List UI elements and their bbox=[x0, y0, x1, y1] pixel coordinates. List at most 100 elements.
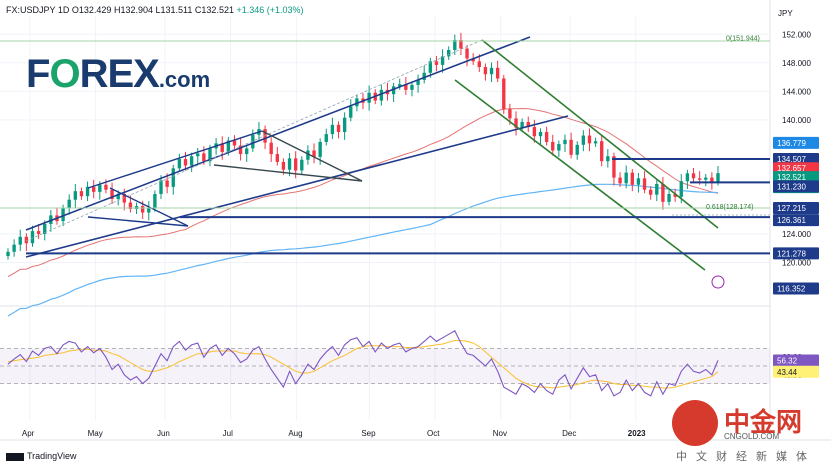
candle-body-49 bbox=[306, 150, 310, 160]
tradingview-logo-icon bbox=[6, 452, 24, 461]
candle-body-81 bbox=[502, 78, 506, 110]
downtrend-channel-upper bbox=[481, 39, 719, 229]
candle-body-108 bbox=[667, 194, 671, 202]
candle-body-25 bbox=[159, 180, 163, 195]
symbol-header: FX:USDJPY 1D O132.429 H132.904 L131.511 … bbox=[6, 5, 304, 15]
candle-body-70 bbox=[434, 61, 439, 65]
candle-body-107 bbox=[661, 184, 665, 202]
downtrend-channel-lower bbox=[454, 79, 706, 271]
candle-body-6 bbox=[43, 223, 47, 234]
candle-body-78 bbox=[483, 67, 488, 75]
price-label-box-8 bbox=[773, 282, 819, 295]
candle-body-47 bbox=[293, 158, 298, 171]
price-label-3: 132.521 bbox=[777, 173, 806, 182]
moving-averages bbox=[7, 107, 719, 317]
candle-body-113 bbox=[697, 178, 702, 180]
candle-body-23 bbox=[147, 208, 151, 213]
candle-body-90 bbox=[557, 144, 561, 151]
candle-body-24 bbox=[153, 194, 157, 209]
candle-body-84 bbox=[520, 121, 524, 128]
interval[interactable]: 1D bbox=[57, 5, 70, 15]
price-axis-unit: JPY bbox=[778, 9, 793, 18]
price-tick-3: 140.000 bbox=[782, 116, 811, 125]
candle-body-17 bbox=[110, 189, 114, 200]
candle-body-96 bbox=[593, 141, 598, 144]
candle-body-109 bbox=[673, 194, 677, 197]
time-tick-sep: Sep bbox=[361, 429, 376, 438]
time-tick-jul: Jul bbox=[223, 429, 233, 438]
triangle-bottom bbox=[213, 164, 363, 182]
candle-body-55 bbox=[342, 117, 347, 132]
candle-body-73 bbox=[453, 39, 457, 50]
candle-body-76 bbox=[471, 58, 475, 62]
ma-blue-line bbox=[7, 183, 719, 317]
price-tick-4: 124.000 bbox=[782, 230, 811, 239]
open-value: O132.429 bbox=[71, 5, 112, 15]
candle-body-68 bbox=[422, 72, 426, 80]
candle-body-102 bbox=[630, 172, 634, 185]
candle-body-26 bbox=[165, 180, 169, 187]
cngold-brand: 中金网 bbox=[724, 408, 803, 438]
candle-body-30 bbox=[189, 156, 194, 166]
candle-body-97 bbox=[600, 141, 604, 162]
rsi-panel[interactable] bbox=[0, 330, 770, 397]
trendline-drawings[interactable] bbox=[0, 36, 770, 289]
tradingview-branding[interactable]: TradingView bbox=[6, 451, 77, 461]
candle-body-61 bbox=[379, 89, 384, 101]
price-label-box-5 bbox=[773, 202, 819, 215]
candle-body-37 bbox=[232, 140, 237, 146]
candle-body-110 bbox=[679, 181, 683, 197]
candle-body-79 bbox=[489, 67, 494, 75]
flag-top-2 bbox=[109, 187, 189, 227]
candle-body-16 bbox=[104, 184, 108, 190]
candle-body-45 bbox=[281, 161, 286, 170]
candle-body-74 bbox=[459, 39, 463, 49]
candle-body-53 bbox=[330, 124, 335, 135]
candle-body-65 bbox=[404, 84, 408, 90]
candle-body-111 bbox=[685, 173, 690, 182]
candle-body-31 bbox=[196, 153, 200, 157]
price-tick-1: 148.000 bbox=[782, 59, 811, 68]
candle-body-18 bbox=[116, 194, 120, 200]
candle-body-115 bbox=[710, 177, 714, 182]
price-tick-2: 144.000 bbox=[782, 87, 811, 96]
forex-logo: FOREX.com bbox=[26, 52, 211, 96]
candle-body-51 bbox=[318, 141, 322, 157]
time-tick-aug: Aug bbox=[288, 429, 302, 438]
price-label-7: 121.278 bbox=[777, 249, 806, 258]
candle-body-59 bbox=[367, 92, 371, 103]
candle-body-104 bbox=[642, 178, 647, 190]
price-label-2: 132.657 bbox=[777, 164, 806, 173]
candle-body-12 bbox=[79, 191, 84, 197]
candle-body-88 bbox=[544, 131, 549, 142]
candle-body-40 bbox=[251, 134, 255, 149]
candle-body-57 bbox=[355, 98, 359, 107]
candle-body-2 bbox=[18, 236, 22, 245]
price-label-box-0 bbox=[773, 136, 819, 149]
price-axis[interactable]: JPY 152.000 148.000 144.000 140.000 124.000 12… bbox=[778, 9, 811, 380]
candle-body-32 bbox=[202, 153, 206, 162]
candle-body-44 bbox=[275, 154, 279, 162]
uptrend-channel-top bbox=[25, 36, 531, 231]
candle-body-89 bbox=[551, 141, 555, 151]
symbol-name[interactable]: FX:USDJPY bbox=[6, 5, 56, 15]
ma-red-line bbox=[7, 107, 719, 278]
price-label-8: 116.352 bbox=[777, 284, 806, 293]
horizontal-levels[interactable] bbox=[26, 158, 770, 255]
price-axis-labels: 136.779134.507132.657132.52101:52:07131.… bbox=[773, 136, 819, 378]
high-value: H132.904 bbox=[113, 5, 154, 15]
price-tick-5: 120.000 bbox=[782, 258, 811, 267]
time-axis[interactable]: Apr May Jun Jul Aug Sep Oct Nov Dec 2023 bbox=[22, 429, 646, 438]
cngold-site: CNGOLD.COM bbox=[724, 432, 780, 441]
price-label-1: 134.507 bbox=[777, 155, 806, 164]
rsi-label-0: 56.32 bbox=[777, 356, 798, 365]
candle-body-10 bbox=[67, 199, 71, 209]
fib-annotation-0: 0(151.944) bbox=[726, 36, 760, 43]
cngold-logo-icon bbox=[672, 400, 718, 446]
time-tick-apr: Apr bbox=[22, 429, 35, 438]
low-value: L131.511 bbox=[155, 5, 193, 15]
candlestick-series[interactable] bbox=[6, 32, 720, 260]
candle-body-43 bbox=[269, 142, 273, 155]
chart-grid bbox=[0, 0, 831, 441]
